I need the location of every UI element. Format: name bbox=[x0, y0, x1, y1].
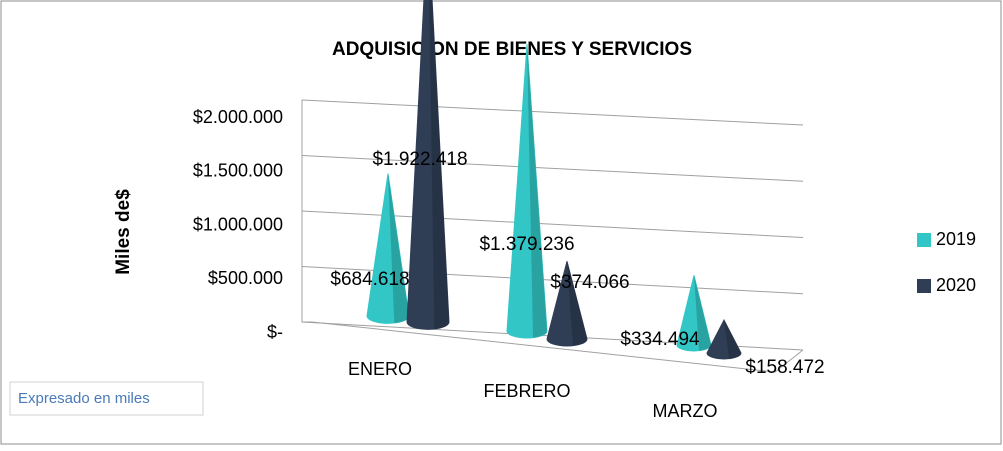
y-axis-label: Miles de$ bbox=[113, 189, 134, 275]
data-label: $1.922.418 bbox=[372, 149, 467, 170]
legend-swatch bbox=[917, 233, 931, 247]
annotation: Expresado en miles bbox=[18, 390, 150, 407]
x-tick-label: MARZO bbox=[653, 401, 718, 421]
data-label: $334.494 bbox=[620, 329, 700, 350]
y-tick-label: $- bbox=[267, 322, 283, 342]
y-tick-label: $1.000.000 bbox=[193, 214, 283, 234]
data-label: $158.472 bbox=[745, 357, 824, 378]
grid-line bbox=[301, 99, 804, 126]
legend-label: 2019 bbox=[936, 229, 976, 249]
floor-edge bbox=[311, 321, 804, 373]
y-tick-label: $1.500.000 bbox=[193, 161, 283, 181]
x-tick-label: ENERO bbox=[348, 359, 412, 379]
data-label: $374.066 bbox=[550, 272, 629, 293]
cone bbox=[406, 0, 450, 330]
data-label: $1.379.236 bbox=[479, 234, 574, 255]
y-tick-label: $500.000 bbox=[208, 268, 283, 288]
chart-title: ADQUISICION DE BIENES Y SERVICIOS bbox=[332, 39, 692, 60]
data-label: $684.618 bbox=[330, 269, 409, 290]
x-tick-label: FEBRERO bbox=[483, 381, 570, 401]
cone bbox=[706, 318, 742, 360]
legend-label: 2020 bbox=[936, 275, 976, 295]
cone-shade bbox=[567, 261, 587, 346]
cone-shade bbox=[388, 173, 409, 323]
legend-swatch bbox=[917, 279, 931, 293]
y-tick-label: $2.000.000 bbox=[193, 107, 283, 127]
grid-line bbox=[301, 155, 804, 182]
cone-shade bbox=[724, 320, 741, 359]
annotation-box bbox=[9, 381, 204, 416]
cone-shade bbox=[694, 275, 711, 351]
cone-shade bbox=[429, 0, 449, 329]
cone bbox=[546, 261, 588, 347]
cone bbox=[506, 44, 548, 339]
cone-shade bbox=[527, 44, 547, 338]
